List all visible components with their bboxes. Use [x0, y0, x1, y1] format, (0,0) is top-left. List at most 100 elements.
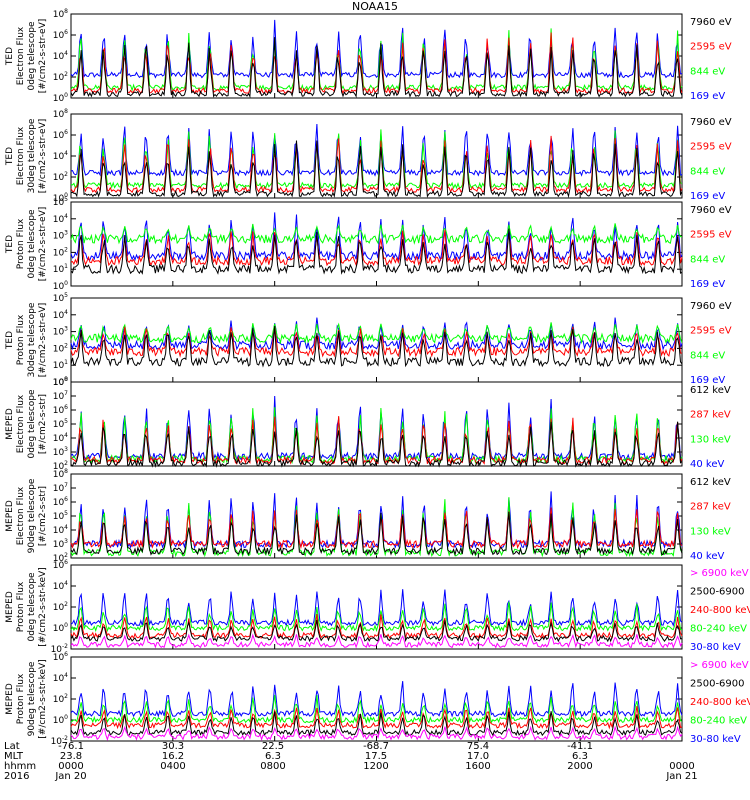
panel-0-ytick-label-0: 100 — [53, 92, 68, 104]
panel-6-ylabel-3: [#/cm2-s-str-keV] — [38, 567, 48, 646]
panel-3-ytick-label-5: 105 — [53, 292, 68, 304]
panel-4-ytick-label-1: 103 — [53, 446, 68, 458]
panel-2-ytick-label-0: 100 — [53, 280, 68, 292]
panel-1-legend-3: 169 eV — [690, 191, 725, 202]
panel-1-series-3-line — [70, 123, 683, 177]
footer-lat-2: 22.5 — [261, 741, 285, 752]
panel-1-ytick-label-2: 104 — [53, 150, 68, 162]
panel-3-ylabel-2: 30deg telescope — [27, 302, 37, 377]
footer-label-year: 2016 — [4, 771, 30, 782]
panel-0-series-0-line — [70, 37, 683, 99]
panel-4-legend-3: 40 keV — [690, 459, 724, 470]
panel-4-legend-1: 287 keV — [690, 410, 731, 421]
panel-0-ytick-label-3: 106 — [53, 29, 68, 41]
panel-3-series-0-line — [70, 325, 683, 368]
panel-7-legend-4: 30-80 keV — [690, 734, 741, 745]
panel-5-ylabel-2: 90deg telescope — [27, 478, 37, 553]
panel-7-legend-0: > 6900 keV — [690, 660, 749, 671]
panel-5-ylabel-1: Electron Flux — [16, 486, 26, 545]
panel-6-legend-1: 2500-6900 — [690, 587, 745, 598]
panel-6-series-2-line — [70, 614, 683, 640]
panel-0-series-2-line — [70, 28, 683, 92]
panel-6-series-0-line — [70, 633, 683, 649]
footer-hhmm-5: 2000 — [567, 761, 593, 772]
panel-7-series-1-line — [70, 711, 683, 737]
panel-6-legend-0: > 6900 keV — [690, 568, 749, 579]
panel-4-ytick-label-5: 107 — [53, 390, 68, 402]
panel-5-ytick-label-2: 104 — [53, 524, 68, 536]
panel-0-legend-3: 169 eV — [690, 91, 725, 102]
panel-4-ylabel-1: Electron Flux — [16, 394, 26, 453]
panel-1-ytick-label-0: 100 — [53, 192, 68, 204]
footer-label-hhmm: hhmm — [4, 761, 37, 772]
panel-7-ytick-label-0: 10-2 — [51, 735, 69, 747]
panel-2-ytick-label-1: 101 — [53, 263, 68, 275]
panel-3-ytick-label-1: 101 — [53, 359, 68, 371]
panel-3-ylabel-0: TED — [5, 331, 15, 350]
panel-2-series-2-line — [70, 223, 683, 245]
panel-2-legend-3: 169 eV — [690, 279, 725, 290]
panel-4-ylabel-2: 0deg telescope — [27, 389, 37, 459]
panel-6-ytick-label-2: 102 — [53, 601, 68, 613]
panel-6-ytick-label-1: 100 — [53, 622, 68, 634]
panel-1-ylabel-2: 30deg telescope — [27, 118, 37, 193]
panel-4-ytick-label-4: 106 — [53, 404, 68, 416]
panel-3-ylabel-3: [#/cm2-s-str-eV] — [38, 303, 48, 378]
footer-mlt-2: 6.3 — [265, 751, 281, 762]
panel-7-ylabel-2: 90deg telescope — [27, 661, 37, 736]
panel-5-ylabel-0: MEPED — [5, 500, 15, 532]
panel-3-ylabel-1: Proton Flux — [16, 314, 26, 365]
panel-3-series-2-line — [70, 322, 683, 345]
panel-3-series-3-line — [70, 317, 683, 352]
footer-mlt-1: 16.2 — [161, 751, 185, 762]
panel-5-series-0-line — [70, 511, 683, 557]
panel-2-ylabel-3: [#/cm2-s-str-eV] — [38, 207, 48, 282]
footer-hhmm-6: 0000 — [669, 761, 695, 772]
panel-2-ytick-label-5: 105 — [53, 196, 68, 208]
panel-1-series-2-line — [70, 129, 683, 190]
panel-2-legend-0: 7960 eV — [690, 205, 732, 216]
panel-2-ylabel-2: 0deg telescope — [27, 209, 37, 279]
panel-2-ylabel-1: Proton Flux — [16, 218, 26, 269]
time-axis-footer: Lat MLT hhmm 2016 -76.1 23.8 0000 Jan 20… — [0, 742, 750, 800]
panel-5-legend-0: 612 keV — [690, 477, 731, 488]
footer-label-lat: Lat — [4, 741, 20, 752]
footer-mlt-5: 6.3 — [572, 751, 588, 762]
panel-5-legend-1: 287 keV — [690, 502, 731, 513]
panel-5-legend-2: 130 keV — [690, 526, 731, 537]
panel-0-legend-1: 2595 eV — [690, 42, 732, 53]
panel-7-ytick-label-4: 106 — [53, 651, 68, 663]
panel-3-legend-0: 7960 eV — [690, 301, 732, 312]
panel-4-ytick-label-0: 102 — [53, 460, 68, 472]
panel-1-ytick-label-1: 102 — [53, 171, 68, 183]
panel-0-ylabel-2: 0deg telescope — [27, 21, 37, 91]
panel-6-series-4-line — [70, 589, 683, 627]
panel-6-legend-2: 240-800 keV — [690, 605, 750, 616]
panel-2-ytick-label-4: 104 — [53, 213, 68, 225]
panel-6-series-1-line — [70, 619, 683, 643]
panel-3-ytick-label-2: 102 — [53, 342, 68, 354]
panel-1-legend-2: 844 eV — [690, 166, 725, 177]
panel-2-series-0-line — [70, 228, 683, 275]
panel-3-legend-3: 169 eV — [690, 375, 725, 386]
footer-lat-4: 75.4 — [466, 741, 490, 752]
footer-hhmm-3: 1200 — [363, 761, 389, 772]
footer-hhmm-2: 0800 — [260, 761, 286, 772]
panel-5-legend-3: 40 keV — [690, 551, 724, 562]
panel-4-ylabel-3: [#/cm2-s-str] — [38, 394, 48, 454]
panel-0-legend-0: 7960 eV — [690, 17, 732, 28]
panel-0-series-3-line — [70, 19, 683, 80]
panel-4-ylabel-0: MEPED — [5, 408, 15, 440]
panel-1-ytick-label-4: 108 — [53, 108, 68, 120]
panel-4-legend-0: 612 keV — [690, 385, 731, 396]
panel-2-series-3-line — [70, 212, 683, 262]
panel-0-ytick-label-1: 102 — [53, 71, 68, 83]
footer-mlt-4: 17.0 — [466, 751, 490, 762]
panel-2-legend-1: 2595 eV — [690, 230, 732, 241]
panel-5-ylabel-3: [#/cm2-s-str] — [38, 486, 48, 546]
panel-0-ylabel-3: [#/cm2-s-str-eV] — [38, 19, 48, 94]
panel-6-ylabel-1: Proton Flux — [16, 581, 26, 632]
panel-2-series-1-line — [70, 229, 683, 267]
panel-6-legend-4: 30-80 keV — [690, 642, 741, 653]
